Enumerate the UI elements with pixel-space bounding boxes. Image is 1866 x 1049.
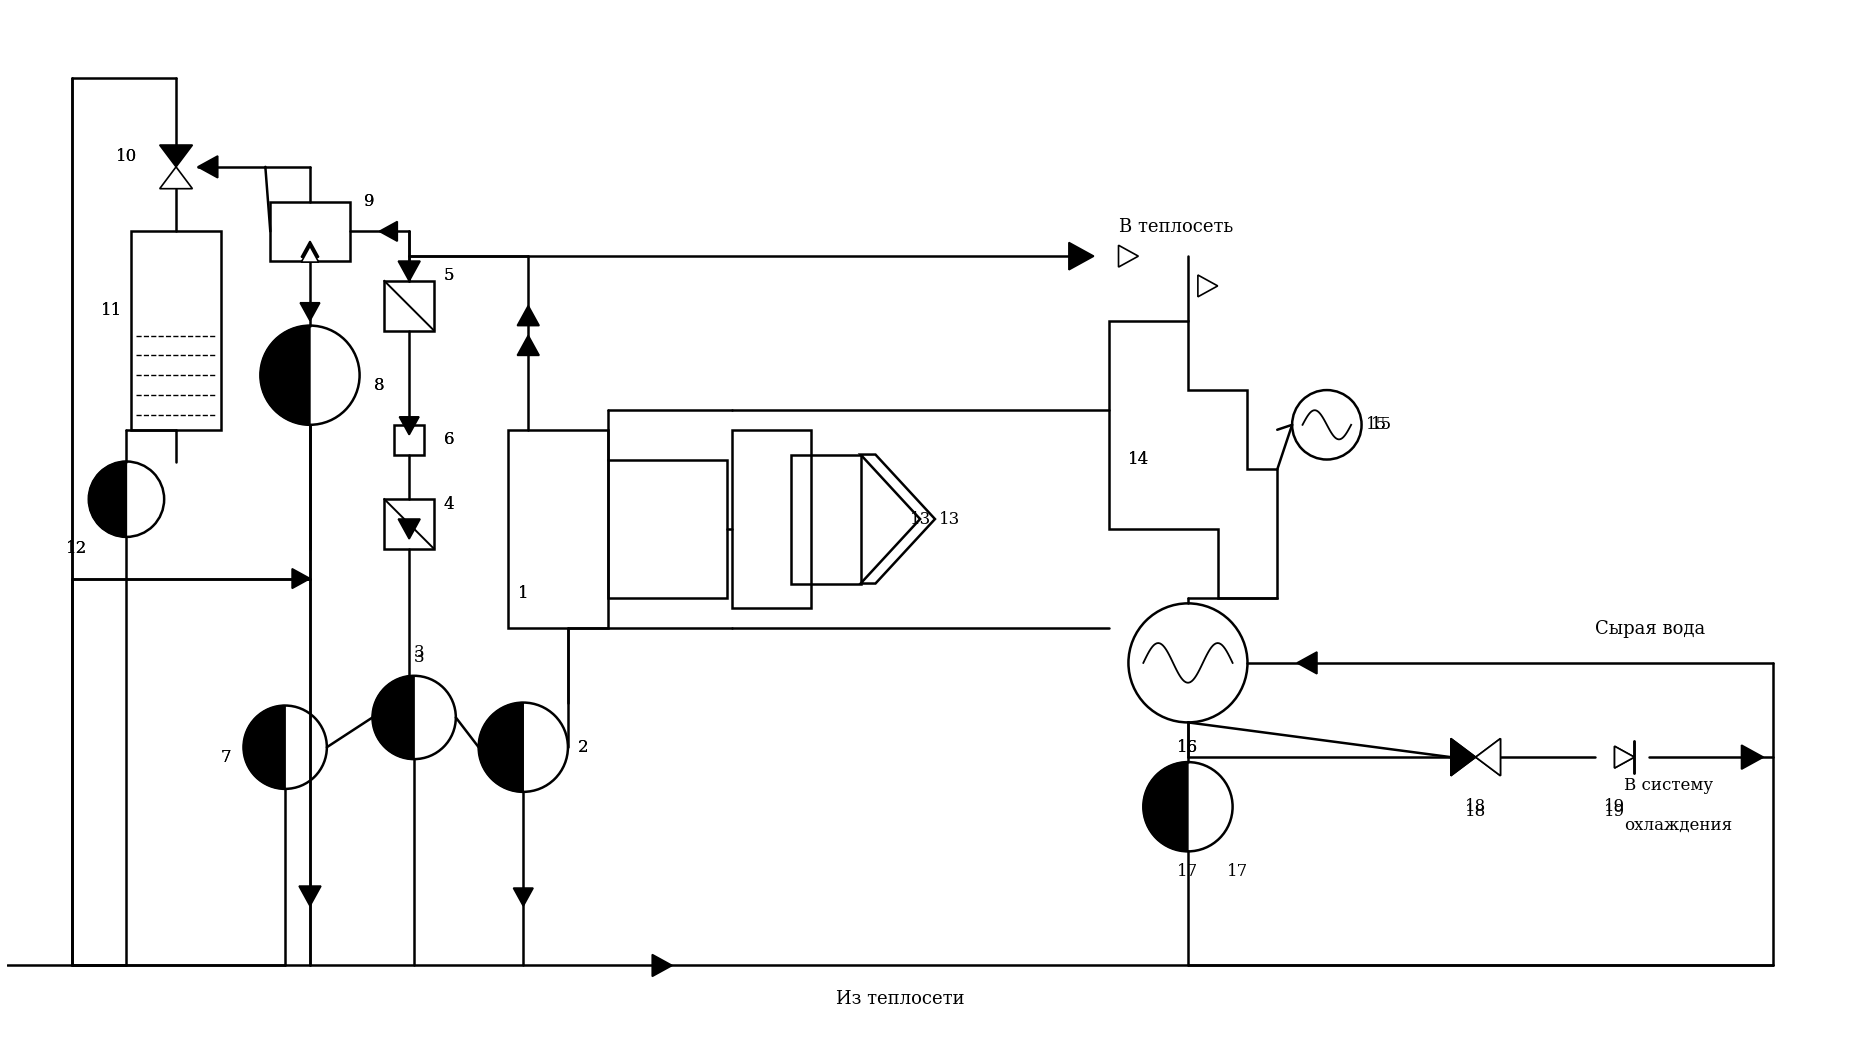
Text: Сырая вода: Сырая вода — [1595, 620, 1706, 638]
Polygon shape — [397, 519, 420, 539]
Text: 8: 8 — [373, 377, 384, 393]
Polygon shape — [244, 706, 285, 789]
Text: В систему: В систему — [1625, 777, 1713, 794]
Polygon shape — [1452, 738, 1476, 776]
Polygon shape — [1476, 738, 1500, 776]
Text: 19: 19 — [1605, 798, 1625, 815]
Text: 18: 18 — [1465, 798, 1487, 815]
Text: 3: 3 — [414, 649, 424, 666]
Text: 11: 11 — [101, 302, 121, 319]
Text: 14: 14 — [1127, 451, 1149, 468]
Polygon shape — [300, 303, 319, 321]
Polygon shape — [1614, 746, 1635, 768]
Polygon shape — [517, 336, 539, 356]
Bar — [508, 430, 608, 628]
Text: В теплосеть: В теплосеть — [1118, 218, 1233, 236]
Text: 16: 16 — [1177, 738, 1198, 755]
Polygon shape — [517, 305, 539, 325]
Bar — [384, 281, 435, 330]
Polygon shape — [300, 241, 319, 257]
Polygon shape — [1118, 245, 1138, 267]
Polygon shape — [399, 416, 420, 434]
Bar — [608, 459, 726, 598]
Polygon shape — [1108, 321, 1276, 598]
Text: охлаждения: охлаждения — [1625, 817, 1734, 834]
Polygon shape — [90, 462, 127, 537]
Bar — [131, 232, 220, 430]
Polygon shape — [1741, 745, 1763, 769]
Text: 1: 1 — [519, 585, 528, 602]
Polygon shape — [300, 247, 319, 262]
Polygon shape — [1297, 652, 1317, 673]
Text: 15: 15 — [1372, 416, 1392, 433]
Polygon shape — [397, 261, 420, 281]
Polygon shape — [513, 889, 534, 906]
Text: 4: 4 — [444, 496, 453, 513]
Text: 6: 6 — [444, 431, 453, 448]
Text: 5: 5 — [444, 267, 453, 284]
Text: 8: 8 — [373, 377, 384, 393]
Text: 9: 9 — [364, 193, 375, 210]
Text: 12: 12 — [65, 540, 88, 557]
Polygon shape — [299, 886, 321, 906]
Text: 3: 3 — [414, 644, 424, 662]
Polygon shape — [1198, 275, 1218, 297]
Polygon shape — [160, 145, 192, 167]
Text: 1: 1 — [519, 585, 528, 602]
Polygon shape — [261, 325, 310, 425]
Polygon shape — [653, 955, 672, 977]
Text: 16: 16 — [1177, 738, 1198, 755]
Polygon shape — [860, 454, 935, 583]
Polygon shape — [198, 156, 218, 177]
Polygon shape — [1069, 242, 1093, 270]
Polygon shape — [1144, 762, 1189, 852]
Text: 7: 7 — [220, 749, 231, 766]
Text: 4: 4 — [444, 496, 453, 513]
Text: 19: 19 — [1605, 804, 1625, 820]
Polygon shape — [293, 569, 310, 588]
Text: 10: 10 — [116, 149, 136, 166]
Text: 11: 11 — [101, 302, 121, 319]
Text: 18: 18 — [1465, 804, 1487, 820]
Text: 9: 9 — [364, 193, 375, 210]
Bar — [791, 454, 860, 583]
Text: 17: 17 — [1177, 862, 1198, 880]
Text: 13: 13 — [909, 511, 931, 528]
Text: 7: 7 — [220, 749, 231, 766]
Polygon shape — [160, 167, 192, 189]
Bar — [731, 430, 812, 608]
Polygon shape — [1614, 746, 1635, 768]
Text: 2: 2 — [577, 738, 588, 755]
Text: 10: 10 — [116, 149, 136, 166]
Text: 14: 14 — [1127, 451, 1149, 468]
Polygon shape — [1452, 738, 1476, 776]
Polygon shape — [379, 221, 397, 241]
Polygon shape — [373, 676, 414, 759]
Bar — [384, 499, 435, 549]
Bar — [394, 425, 424, 454]
Text: Из теплосети: Из теплосети — [836, 990, 965, 1008]
Text: 15: 15 — [1366, 416, 1386, 433]
Text: 13: 13 — [939, 511, 961, 528]
Polygon shape — [480, 703, 522, 792]
Text: 2: 2 — [577, 738, 588, 755]
Text: 6: 6 — [444, 431, 453, 448]
Text: 5: 5 — [444, 267, 453, 284]
Text: 17: 17 — [1228, 862, 1248, 880]
Text: 12: 12 — [65, 540, 88, 557]
Bar — [271, 201, 349, 261]
Polygon shape — [1476, 738, 1500, 776]
